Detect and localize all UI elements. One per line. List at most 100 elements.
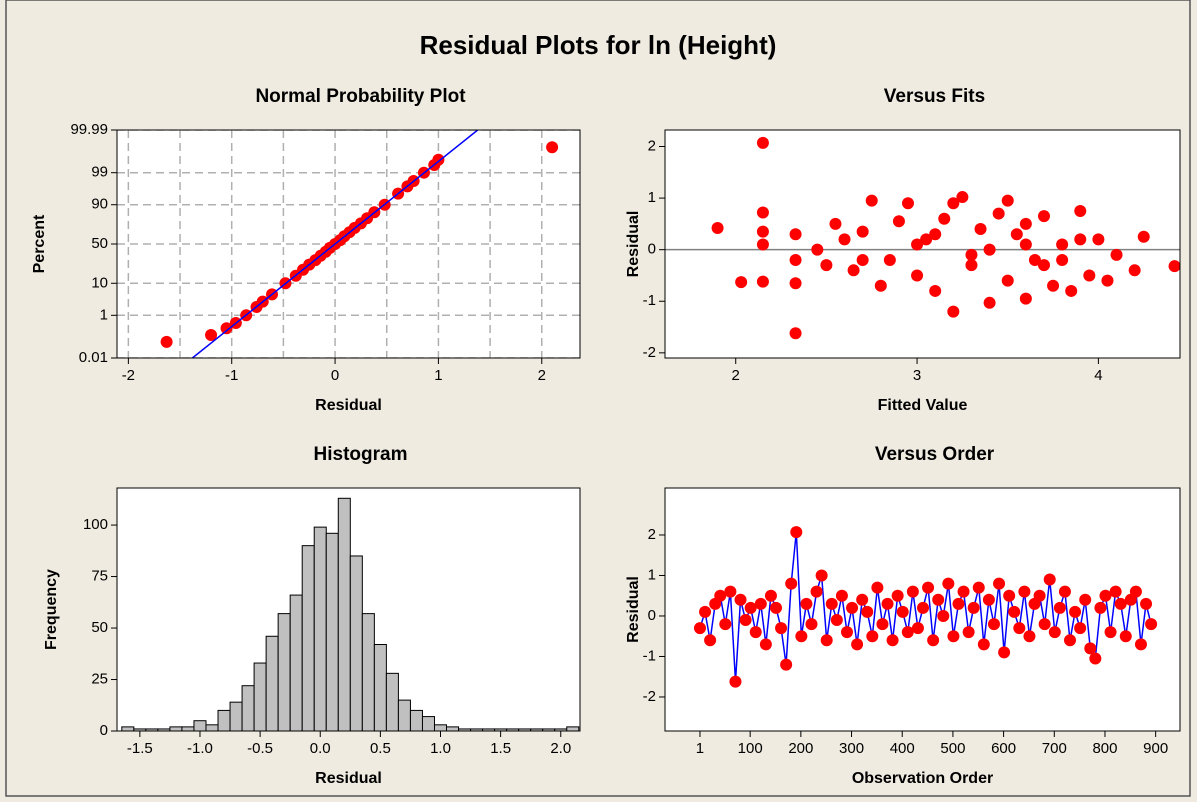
point (881, 597, 894, 610)
point (911, 238, 924, 251)
point (906, 585, 919, 598)
y-tick-label: 50 (91, 619, 108, 636)
plot-layer (693, 526, 1158, 688)
y-tick-label: -2 (643, 344, 656, 361)
point (1145, 618, 1158, 631)
x-tick-label: -2 (122, 367, 135, 384)
point (1064, 634, 1077, 647)
point (977, 638, 990, 651)
point (983, 243, 996, 256)
point (789, 327, 802, 340)
plot-border (116, 129, 581, 359)
point (982, 593, 995, 606)
x-tick-label: 1.5 (490, 740, 511, 757)
x-axis-label: Observation Order (852, 770, 993, 787)
point (983, 296, 996, 309)
bar (301, 545, 315, 731)
bar (566, 726, 580, 731)
y-tick-label: 0 (648, 607, 656, 624)
point (1092, 233, 1105, 246)
point (851, 638, 864, 651)
point (1128, 264, 1141, 277)
point (775, 622, 788, 635)
point (756, 275, 769, 288)
y-tick-label: 2 (648, 137, 656, 154)
point (1019, 292, 1032, 305)
x-tick-label: 4 (1094, 367, 1102, 384)
y-tick-label: 1 (648, 189, 656, 206)
x-tick-label: 0.5 (370, 740, 391, 757)
panel: Versus Fits Fitted Value Residual 2 3 4 -2 -1 0 1… (625, 86, 1181, 414)
x-tick-label: 2 (538, 367, 546, 384)
y-tick-label: -1 (643, 647, 656, 664)
point (957, 585, 970, 598)
point (800, 597, 813, 610)
point (546, 141, 559, 154)
plot-layer (117, 130, 580, 358)
point (856, 225, 869, 238)
point (735, 276, 748, 289)
point (830, 614, 843, 627)
point (1008, 605, 1021, 618)
point (693, 622, 706, 635)
point (1047, 279, 1060, 292)
x-tick-label: 2.0 (550, 740, 571, 757)
point (938, 212, 951, 225)
point (1001, 274, 1014, 287)
point (974, 223, 987, 236)
x-tick-label: 800 (1092, 740, 1117, 757)
point (785, 577, 798, 590)
point (874, 279, 887, 292)
point (987, 618, 1000, 631)
point (922, 581, 935, 594)
y-tick-label: 99.99 (70, 121, 108, 138)
point (729, 675, 742, 688)
y-tick-label: 25 (91, 670, 108, 687)
point (789, 253, 802, 266)
point (1037, 259, 1050, 272)
point (956, 191, 969, 204)
figure-title: Residual Plots for ln (Height) (420, 30, 777, 60)
point (1058, 585, 1071, 598)
y-tick-label: 1 (648, 566, 656, 583)
y-axis-label: Residual (625, 576, 642, 643)
point (929, 284, 942, 297)
bar (433, 724, 448, 731)
plot-border (116, 487, 581, 732)
x-tick-label: 2 (732, 367, 740, 384)
point (929, 228, 942, 241)
point (1129, 585, 1142, 598)
y-tick-label: -1 (643, 292, 656, 309)
point (846, 601, 859, 614)
bar (169, 726, 183, 731)
bar (253, 662, 267, 731)
point (972, 581, 985, 594)
panel: Histogram Residual Frequency -1.5 -1.0 -0.5 0.… (43, 444, 581, 787)
x-tick-label: 600 (991, 740, 1016, 757)
point (1048, 626, 1061, 639)
point (704, 634, 717, 647)
point (160, 335, 173, 348)
point (865, 194, 878, 207)
point (432, 153, 445, 166)
point (838, 233, 851, 246)
point (1168, 260, 1180, 273)
bar (277, 613, 291, 731)
bar (181, 726, 195, 731)
point (967, 601, 980, 614)
point (739, 614, 752, 627)
bar (373, 644, 387, 731)
y-tick-label: 75 (91, 568, 108, 585)
y-tick-label: 99 (91, 164, 108, 181)
point (1089, 652, 1102, 665)
point (719, 618, 732, 631)
plot-layer (121, 497, 580, 731)
point (1056, 238, 1069, 251)
point (835, 589, 848, 602)
y-tick-label: 0.01 (79, 349, 108, 366)
point (1083, 269, 1096, 282)
plot-layer (665, 136, 1180, 340)
point (744, 601, 757, 614)
